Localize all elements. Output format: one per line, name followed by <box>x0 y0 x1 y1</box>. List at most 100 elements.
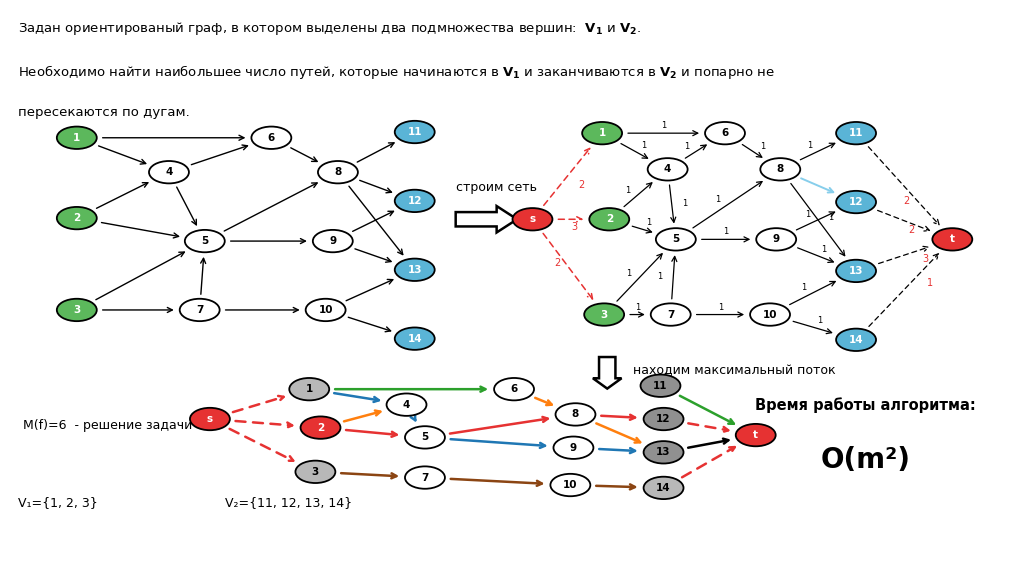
Text: 1: 1 <box>684 142 689 151</box>
Circle shape <box>289 378 330 401</box>
Text: s: s <box>207 414 213 424</box>
Text: 1: 1 <box>816 316 822 325</box>
Text: 10: 10 <box>763 309 777 320</box>
Text: 1: 1 <box>625 186 630 195</box>
Circle shape <box>836 328 876 351</box>
Circle shape <box>180 298 220 321</box>
Circle shape <box>305 298 346 321</box>
FancyArrow shape <box>593 357 622 389</box>
Text: 12: 12 <box>849 197 863 207</box>
Circle shape <box>317 161 358 184</box>
Text: 3: 3 <box>571 222 577 232</box>
Text: 2: 2 <box>579 180 585 190</box>
Text: s: s <box>529 214 536 224</box>
Text: 6: 6 <box>721 128 729 138</box>
Text: 1: 1 <box>642 141 647 150</box>
Circle shape <box>394 121 435 143</box>
Circle shape <box>933 228 973 250</box>
Text: 9: 9 <box>330 236 336 246</box>
Text: 2: 2 <box>903 196 910 206</box>
Text: M(f)=6  - решение задачи: M(f)=6 - решение задачи <box>23 420 191 432</box>
Text: пересекаются по дугам.: пересекаются по дугам. <box>18 106 190 119</box>
Circle shape <box>513 208 553 230</box>
Text: 11: 11 <box>408 127 422 137</box>
Circle shape <box>252 127 292 149</box>
Text: 3: 3 <box>311 467 319 477</box>
Text: 1: 1 <box>821 245 826 254</box>
Circle shape <box>185 230 225 253</box>
Text: 10: 10 <box>563 480 578 490</box>
Circle shape <box>313 230 352 253</box>
Circle shape <box>551 474 590 496</box>
Circle shape <box>651 304 690 326</box>
Text: 2: 2 <box>908 225 914 235</box>
Text: 2: 2 <box>605 214 613 224</box>
Text: 7: 7 <box>421 472 429 483</box>
Text: 7: 7 <box>196 305 204 315</box>
Circle shape <box>648 158 688 180</box>
Text: 14: 14 <box>408 333 422 344</box>
Text: 1: 1 <box>598 128 606 138</box>
Text: t: t <box>754 430 758 440</box>
Text: 12: 12 <box>408 196 422 206</box>
Text: 8: 8 <box>334 167 342 177</box>
Text: 5: 5 <box>421 432 429 443</box>
Circle shape <box>735 424 776 447</box>
Text: 11: 11 <box>653 381 668 391</box>
Circle shape <box>554 436 594 459</box>
Circle shape <box>394 327 435 350</box>
Circle shape <box>394 258 435 281</box>
Circle shape <box>56 127 97 149</box>
Text: 11: 11 <box>849 128 863 138</box>
Text: 1: 1 <box>802 283 807 292</box>
Circle shape <box>836 122 876 144</box>
Text: 13: 13 <box>849 266 863 276</box>
Text: 1: 1 <box>760 142 765 151</box>
Text: 1: 1 <box>718 302 723 312</box>
Text: 1: 1 <box>723 227 729 236</box>
Text: t: t <box>950 234 954 245</box>
Text: 14: 14 <box>656 483 671 493</box>
Text: 13: 13 <box>656 447 671 457</box>
Text: 3: 3 <box>73 305 81 315</box>
Circle shape <box>760 158 801 180</box>
Circle shape <box>641 374 680 397</box>
Circle shape <box>301 417 340 439</box>
Circle shape <box>295 460 336 483</box>
Text: 1: 1 <box>657 272 663 281</box>
Text: 7: 7 <box>667 309 675 320</box>
Text: 1: 1 <box>805 211 810 219</box>
Text: 5: 5 <box>672 234 680 245</box>
Circle shape <box>756 228 797 250</box>
Text: 1: 1 <box>646 218 651 227</box>
Text: строим сеть: строим сеть <box>456 181 537 194</box>
Circle shape <box>404 466 444 488</box>
Circle shape <box>590 208 629 230</box>
Text: V₂={11, 12, 13, 14}: V₂={11, 12, 13, 14} <box>225 497 352 510</box>
Circle shape <box>644 408 684 430</box>
Circle shape <box>56 207 97 230</box>
Text: O(m²): O(m²) <box>820 447 910 474</box>
Text: 1: 1 <box>807 141 812 150</box>
Text: 4: 4 <box>165 167 173 177</box>
Circle shape <box>584 304 624 326</box>
Text: 3: 3 <box>600 309 608 320</box>
Text: 1: 1 <box>635 302 640 312</box>
Text: 8: 8 <box>571 409 580 420</box>
Text: находим максимальный поток: находим максимальный поток <box>633 364 836 377</box>
Circle shape <box>56 298 97 321</box>
Text: 6: 6 <box>267 133 275 143</box>
Text: 1: 1 <box>305 384 313 394</box>
Text: 4: 4 <box>402 400 411 410</box>
Text: 6: 6 <box>510 384 518 394</box>
Text: 2: 2 <box>73 213 81 223</box>
Text: 13: 13 <box>408 265 422 275</box>
Circle shape <box>150 161 188 184</box>
FancyArrow shape <box>456 206 517 232</box>
Circle shape <box>494 378 535 401</box>
Circle shape <box>556 403 596 426</box>
Circle shape <box>644 476 684 499</box>
Text: 1: 1 <box>73 133 81 143</box>
Text: 12: 12 <box>656 414 671 424</box>
Text: 1: 1 <box>660 121 667 130</box>
